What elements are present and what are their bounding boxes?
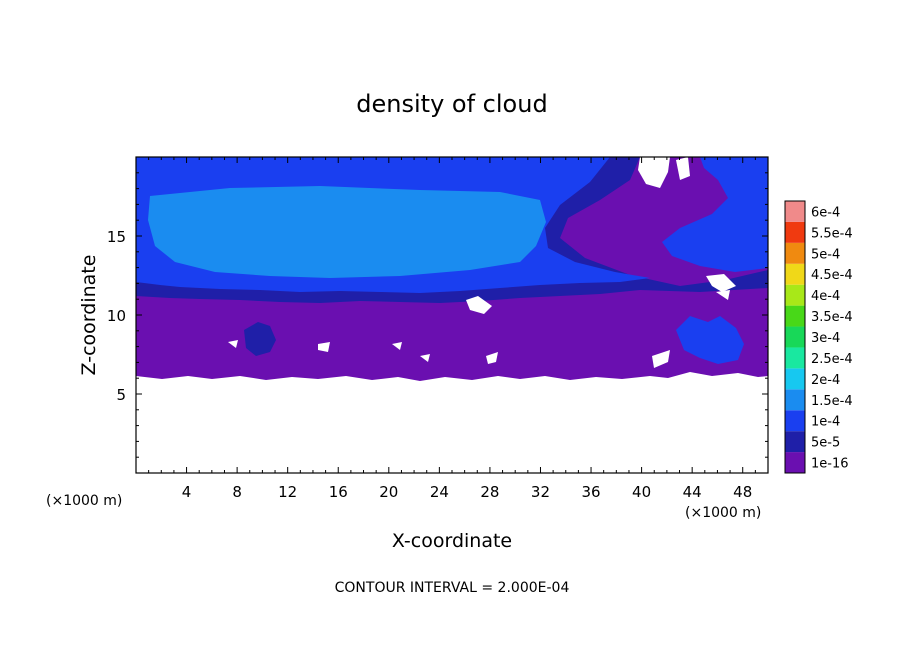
field-region-right-blue: [662, 157, 768, 272]
colorbar-label: 1.5e-4: [811, 394, 853, 409]
y-tick-label: 5: [116, 386, 126, 404]
x-axis-label: X-coordinate: [392, 530, 512, 552]
x-unit-label: (×1000 m): [685, 505, 761, 521]
x-tick-label: 44: [683, 483, 702, 501]
colorbar-label: 2.5e-4: [811, 352, 853, 367]
colorbar-swatch: [785, 263, 805, 285]
x-tick-label: 20: [379, 483, 398, 501]
colorbar-label: 3e-4: [811, 331, 840, 346]
colorbar-swatch: [785, 410, 805, 432]
x-tick-label: 4: [182, 483, 192, 501]
y-tick-label: 15: [107, 228, 126, 246]
colorbar-swatch: [785, 242, 805, 264]
x-tick-label: 16: [329, 483, 348, 501]
x-tick-label: 12: [278, 483, 297, 501]
colorbar-label: 5e-5: [811, 436, 840, 451]
field-region-light-blue: [148, 186, 546, 278]
density-field: [136, 157, 768, 381]
colorbar-swatch: [785, 347, 805, 369]
colorbar: [784, 200, 806, 474]
axis-ticks: [136, 157, 768, 473]
colorbar-label: 3.5e-4: [811, 310, 853, 325]
colorbar-swatch: [785, 201, 805, 222]
colorbar-swatch: [785, 368, 805, 390]
colorbar-swatch: [785, 284, 805, 306]
field-holes: [228, 157, 736, 368]
colorbar-swatch: [785, 431, 805, 453]
colorbar-label: 1e-16: [811, 457, 849, 472]
chart-title: density of cloud: [356, 90, 547, 118]
y-axis-label: Z-coordinate: [78, 255, 100, 376]
x-tick-label: 48: [733, 483, 752, 501]
y-tick-label: 10: [107, 307, 126, 325]
colorbar-label: 1e-4: [811, 415, 840, 430]
colorbar-label: 4.5e-4: [811, 268, 853, 283]
y-tick-labels: 5 10 15: [107, 228, 126, 404]
field-region-small-patch: [244, 322, 276, 356]
colorbar-swatch: [785, 305, 805, 327]
colorbar-swatch: [785, 221, 805, 243]
colorbar-labels: 1e-16 5e-5 1e-4 1.5e-4 2e-4 2.5e-4 3e-4 3.5e-4 4…: [811, 205, 853, 471]
x-tick-label: 8: [232, 483, 242, 501]
contour-interval-text: CONTOUR INTERVAL = 2.000E-04: [335, 580, 570, 596]
colorbar-label: 2e-4: [811, 373, 840, 388]
colorbar-label: 4e-4: [811, 289, 840, 304]
y-unit-label: (×1000 m): [46, 493, 122, 509]
x-tick-label: 24: [430, 483, 449, 501]
colorbar-label: 5e-4: [811, 247, 840, 262]
x-tick-labels: 4 8 12 16 20 24 28 32 36 40 44 48: [182, 483, 752, 501]
colorbar-swatch: [785, 389, 805, 411]
colorbar-swatch: [785, 452, 805, 473]
x-tick-label: 40: [632, 483, 651, 501]
x-tick-label: 32: [531, 483, 550, 501]
x-tick-label: 28: [480, 483, 499, 501]
x-tick-label: 36: [581, 483, 600, 501]
field-region-lower-right-blue: [676, 316, 744, 364]
colorbar-label: 6e-4: [811, 205, 840, 220]
colorbar-swatch: [785, 326, 805, 348]
colorbar-label: 5.5e-4: [811, 226, 853, 241]
colorbar-frame: [784, 200, 806, 474]
